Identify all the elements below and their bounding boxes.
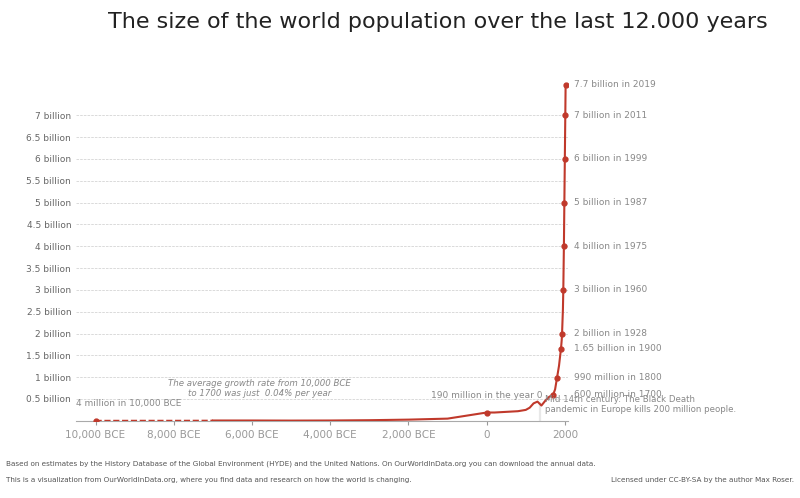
Text: 2 billion in 1928: 2 billion in 1928 <box>574 329 647 338</box>
Text: Mid 14th century: The Black Death
pandemic in Europe kills 200 million people.: Mid 14th century: The Black Death pandem… <box>546 395 737 414</box>
Text: 1.65 billion in 1900: 1.65 billion in 1900 <box>574 344 662 353</box>
Text: 7.7 billion in 2019: 7.7 billion in 2019 <box>574 80 656 89</box>
Text: Licensed under CC-BY-SA by the author Max Roser.: Licensed under CC-BY-SA by the author Ma… <box>610 477 794 483</box>
Text: in Data: in Data <box>17 30 50 39</box>
Text: 3 billion in 1960: 3 billion in 1960 <box>574 285 648 294</box>
Text: 990 million in 1800: 990 million in 1800 <box>574 373 662 382</box>
Text: 7 billion in 2011: 7 billion in 2011 <box>574 111 647 120</box>
Text: 5 billion in 1987: 5 billion in 1987 <box>574 198 648 207</box>
Text: 190 million in the year 0: 190 million in the year 0 <box>431 391 542 400</box>
Text: 4 million in 10,000 BCE: 4 million in 10,000 BCE <box>76 399 182 408</box>
Text: 6 billion in 1999: 6 billion in 1999 <box>574 154 648 163</box>
Text: 600 million in 1700: 600 million in 1700 <box>574 390 662 399</box>
Text: The size of the world population over the last 12.000 years: The size of the world population over th… <box>108 12 768 32</box>
Text: This is a visualization from OurWorldInData.org, where you find data and researc: This is a visualization from OurWorldInD… <box>6 477 412 483</box>
Text: 4 billion in 1975: 4 billion in 1975 <box>574 242 647 250</box>
Text: Based on estimates by the History Database of the Global Environment (HYDE) and : Based on estimates by the History Databa… <box>6 461 596 467</box>
Text: Our World: Our World <box>10 17 58 26</box>
Text: The average growth rate from 10,000 BCE
to 1700 was just  0.04% per year: The average growth rate from 10,000 BCE … <box>168 378 351 398</box>
